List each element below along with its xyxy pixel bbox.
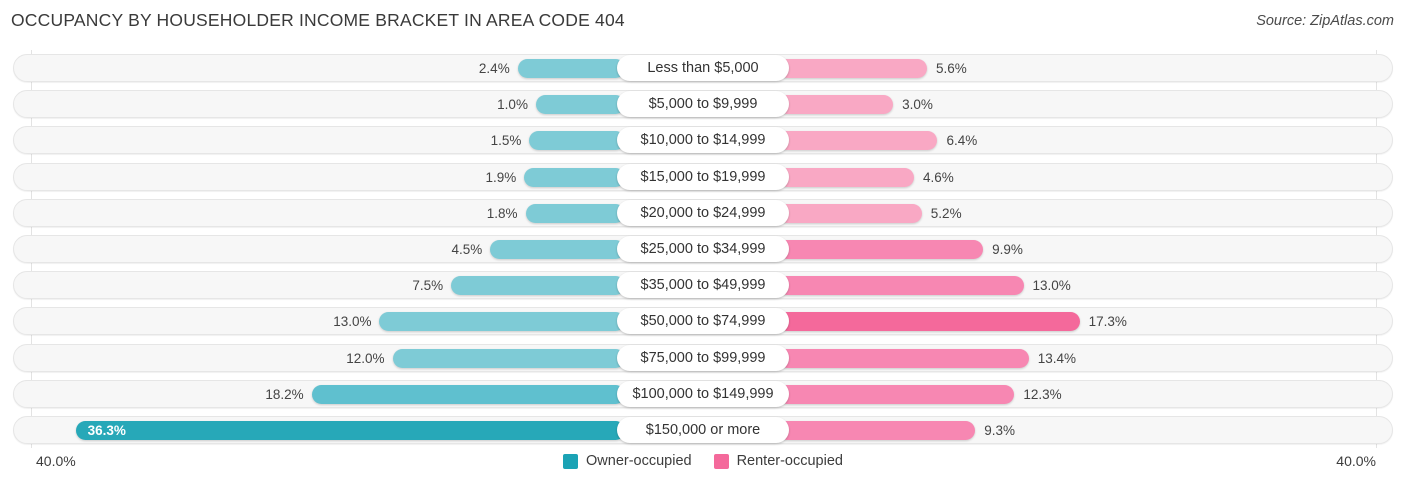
category-label: $20,000 to $24,999 bbox=[617, 199, 789, 226]
owner-value-label: 1.8% bbox=[486, 205, 518, 221]
axis-label-left: 40.0% bbox=[36, 453, 76, 469]
category-label: $50,000 to $74,999 bbox=[617, 308, 789, 335]
owner-value-label: 12.0% bbox=[346, 350, 385, 366]
chart-plot-area: 2.4% 5.6% Less than $5,000 1.0% 3.0% $5,000 t… bbox=[0, 44, 1406, 448]
renter-occupied-bar[interactable] bbox=[778, 59, 928, 78]
renter-occupied-bar[interactable] bbox=[778, 167, 914, 187]
renter-occupied-bar[interactable] bbox=[778, 95, 894, 115]
owner-occupied-bar[interactable] bbox=[490, 240, 625, 259]
chart-row[interactable]: 12.0% 13.4% $75,000 to $99,999 bbox=[0, 340, 1406, 376]
legend-item[interactable]: Owner-occupied bbox=[563, 453, 692, 469]
chart-legend: Owner-occupied Renter-occupied bbox=[0, 453, 1406, 469]
legend-swatch-icon bbox=[713, 453, 729, 469]
owner-occupied-bar[interactable] bbox=[535, 95, 625, 115]
category-label: $35,000 to $49,999 bbox=[617, 272, 789, 299]
owner-occupied-bar[interactable] bbox=[525, 203, 625, 223]
chart-header: OCCUPANCY BY HOUSEHOLDER INCOME BRACKET … bbox=[0, 0, 1406, 44]
renter-occupied-bar[interactable] bbox=[778, 348, 1029, 368]
chart-row[interactable]: 7.5% 13.0% $35,000 to $49,999 bbox=[0, 267, 1406, 303]
renter-occupied-bar[interactable] bbox=[778, 131, 938, 151]
renter-occupied-bar[interactable] bbox=[778, 240, 984, 259]
renter-value-label: 17.3% bbox=[1088, 314, 1127, 330]
renter-occupied-bar[interactable] bbox=[778, 312, 1080, 332]
owner-value-label: 13.0% bbox=[333, 314, 372, 330]
chart-row[interactable]: 1.8% 5.2% $20,000 to $24,999 bbox=[0, 195, 1406, 231]
renter-value-label: 4.6% bbox=[922, 169, 954, 185]
renter-value-label: 5.2% bbox=[930, 205, 962, 221]
chart-row[interactable]: 2.4% 5.6% Less than $5,000 bbox=[0, 50, 1406, 86]
source-attribution: Source: ZipAtlas.com bbox=[1256, 13, 1394, 29]
category-label: Less than $5,000 bbox=[617, 55, 789, 81]
chart-row[interactable]: 1.9% 4.6% $15,000 to $19,999 bbox=[0, 159, 1406, 195]
owner-occupied-bar[interactable] bbox=[451, 276, 625, 296]
renter-occupied-bar[interactable] bbox=[778, 384, 1015, 404]
renter-value-label: 6.4% bbox=[946, 133, 978, 149]
owner-occupied-bar[interactable] bbox=[529, 131, 625, 151]
chart-row[interactable]: 1.5% 6.4% $10,000 to $14,999 bbox=[0, 122, 1406, 158]
owner-occupied-bar[interactable] bbox=[392, 348, 625, 368]
renter-value-label: 3.0% bbox=[902, 97, 933, 113]
owner-value-label: 18.2% bbox=[265, 386, 304, 402]
axis-label-right: 40.0% bbox=[1336, 453, 1376, 469]
chart-row[interactable]: 13.0% 17.3% $50,000 to $74,999 bbox=[0, 303, 1406, 339]
renter-occupied-bar[interactable] bbox=[778, 276, 1024, 296]
legend-label: Renter-occupied bbox=[736, 453, 843, 469]
legend-label: Owner-occupied bbox=[586, 453, 692, 469]
renter-value-label: 12.3% bbox=[1023, 386, 1062, 402]
owner-value-label: 1.9% bbox=[485, 169, 517, 185]
owner-value-label: 1.5% bbox=[490, 133, 522, 149]
chart-row[interactable]: 36.3% 9.3% $150,000 or more bbox=[0, 412, 1406, 448]
owner-value-label: 1.0% bbox=[497, 97, 528, 113]
category-label: $100,000 to $149,999 bbox=[617, 380, 789, 407]
category-label: $5,000 to $9,999 bbox=[617, 91, 789, 118]
owner-occupied-bar[interactable] bbox=[517, 59, 625, 78]
legend-item[interactable]: Renter-occupied bbox=[713, 453, 843, 469]
renter-value-label: 13.4% bbox=[1037, 350, 1077, 366]
category-label: $15,000 to $19,999 bbox=[617, 163, 789, 190]
owner-value-label: 7.5% bbox=[412, 278, 444, 294]
renter-occupied-bar[interactable] bbox=[778, 203, 922, 223]
legend-swatch-icon bbox=[563, 453, 578, 469]
owner-occupied-bar[interactable] bbox=[75, 421, 625, 440]
page-title: OCCUPANCY BY HOUSEHOLDER INCOME BRACKET … bbox=[11, 10, 625, 30]
chart-row[interactable]: 4.5% 9.9% $25,000 to $34,999 bbox=[0, 231, 1406, 267]
chart-footer: 40.0% 40.0% Owner-occupied Renter-occupie… bbox=[0, 448, 1406, 487]
chart-row[interactable]: 1.0% 3.0% $5,000 to $9,999 bbox=[0, 86, 1406, 122]
renter-value-label: 5.6% bbox=[936, 61, 967, 76]
owner-occupied-bar[interactable] bbox=[311, 384, 625, 404]
renter-value-label: 9.3% bbox=[984, 423, 1016, 438]
category-label: $150,000 or more bbox=[617, 417, 789, 443]
category-label: $25,000 to $34,999 bbox=[617, 236, 789, 262]
owner-value-label: 36.3% bbox=[87, 423, 126, 438]
owner-occupied-bar[interactable] bbox=[524, 167, 625, 187]
category-label: $75,000 to $99,999 bbox=[617, 344, 789, 371]
renter-value-label: 9.9% bbox=[992, 242, 1023, 257]
renter-occupied-bar[interactable] bbox=[778, 421, 976, 440]
chart-row[interactable]: 18.2% 12.3% $100,000 to $149,999 bbox=[0, 376, 1406, 412]
owner-value-label: 4.5% bbox=[451, 242, 483, 257]
owner-value-label: 2.4% bbox=[478, 61, 510, 76]
category-label: $10,000 to $14,999 bbox=[617, 127, 789, 154]
owner-occupied-bar[interactable] bbox=[379, 312, 625, 332]
renter-value-label: 13.0% bbox=[1032, 278, 1071, 294]
